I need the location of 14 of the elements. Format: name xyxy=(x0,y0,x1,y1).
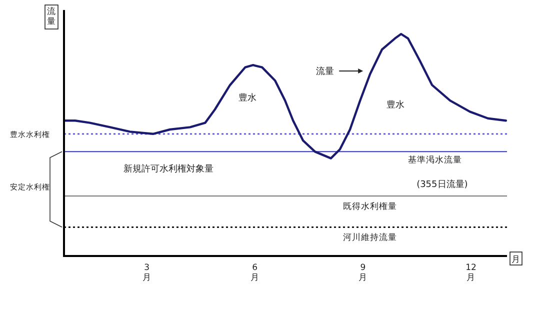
x-tick-label: 12月 xyxy=(466,263,476,283)
annotation: 豊水 xyxy=(386,99,404,110)
x-tick-label: 9月 xyxy=(358,263,368,283)
annotation: 豊水 xyxy=(238,92,257,104)
x-tick-label: 6月 xyxy=(250,263,260,283)
x-axis-title: 月 xyxy=(512,255,520,265)
x-tick-label: 3 月 xyxy=(142,263,152,283)
ref-line-label: 基準渇水流量 xyxy=(408,154,462,166)
annotation: 新規許可水利権対象量 xyxy=(123,164,214,175)
text: 流量 xyxy=(47,6,56,27)
annotation: (355日流量) xyxy=(416,179,468,190)
y-axis-title: 流量 xyxy=(316,66,334,77)
ref-line-label: 既得水利権量 xyxy=(343,201,398,212)
ref-line-label: 河川維持流量 xyxy=(343,232,398,244)
